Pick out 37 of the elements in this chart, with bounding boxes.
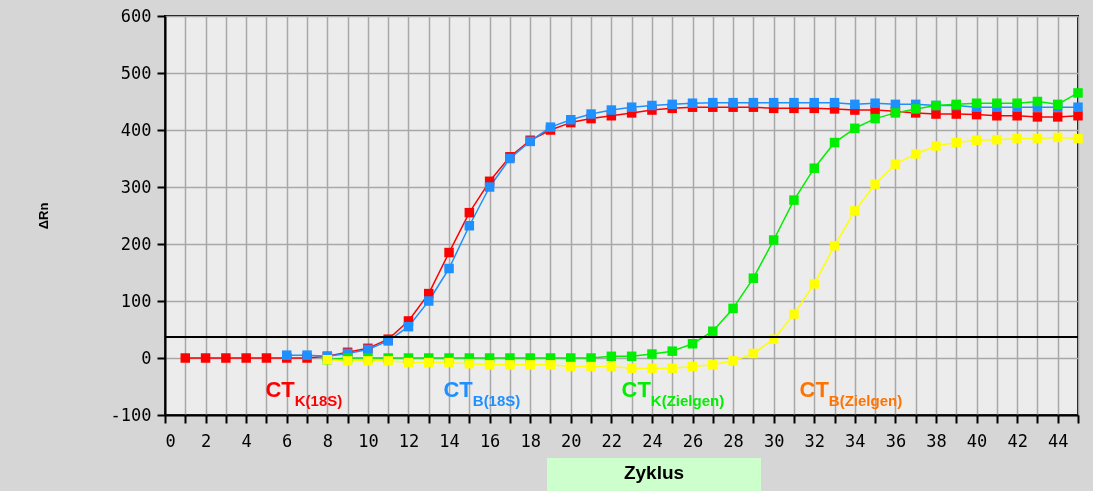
x-tick-label: 8 [322, 430, 333, 451]
x-tick-label: 24 [642, 430, 663, 451]
annotation: CT$_{K(18S)}$ [265, 377, 343, 409]
annotation: CT$_{K(Zielgen)}$ [621, 377, 725, 409]
x-tick-label: 0 [165, 430, 176, 451]
y-axis-title: ΔRn [35, 202, 51, 230]
y-tick-label: 0 [141, 347, 152, 368]
y-tick-label: 600 [120, 5, 152, 26]
x-tick-label: 28 [723, 430, 744, 451]
y-tick-label: 500 [120, 62, 152, 83]
x-tick-label: 6 [282, 430, 293, 451]
x-tick-label: 16 [479, 430, 501, 451]
x-tick-label: 22 [601, 430, 623, 451]
x-tick-label: 20 [561, 430, 582, 451]
x-tick-label: 32 [804, 430, 825, 451]
x-tick-label: 12 [398, 430, 420, 451]
y-tick-label: 300 [120, 176, 152, 197]
y-tick-label: -100 [110, 404, 152, 425]
x-tick-label: 34 [845, 430, 866, 451]
x-tick-label: 14 [439, 430, 460, 451]
x-tick-label: 44 [1047, 430, 1069, 451]
y-tick-label: 100 [120, 290, 152, 311]
x-tick-label: 42 [1007, 430, 1028, 451]
x-tick-label: 38 [926, 430, 947, 451]
x-tick-label: 2 [200, 430, 212, 451]
y-tick-label: 200 [120, 233, 152, 254]
annotation: CT$_{B(18S)}$ [443, 377, 521, 409]
y-tick-label: 400 [120, 119, 152, 140]
x-axis-title: Zyklus [547, 458, 761, 491]
x-tick-label: 26 [682, 430, 704, 451]
x-tick-label: 10 [358, 430, 379, 451]
x-tick-label: 30 [763, 430, 785, 451]
x-tick-label: 40 [966, 430, 988, 451]
x-tick-label: 4 [241, 430, 252, 451]
annotation: CT$_{B(Zielgen)}$ [799, 377, 903, 409]
x-tick-label: 18 [520, 430, 541, 451]
x-tick-label: 36 [885, 430, 907, 451]
